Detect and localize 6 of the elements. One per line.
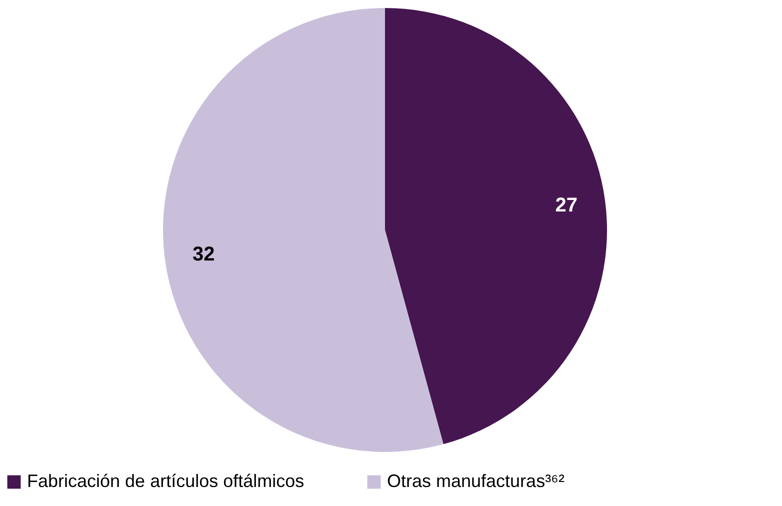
data-label: 27 xyxy=(555,194,578,217)
pie-slice xyxy=(163,8,444,452)
pie-slice xyxy=(385,8,607,444)
legend-label: Fabricación de artículos oftálmicos xyxy=(27,471,304,491)
legend-label: Otras manufacturas³⁶² xyxy=(387,471,564,491)
data-label: 32 xyxy=(192,243,215,266)
